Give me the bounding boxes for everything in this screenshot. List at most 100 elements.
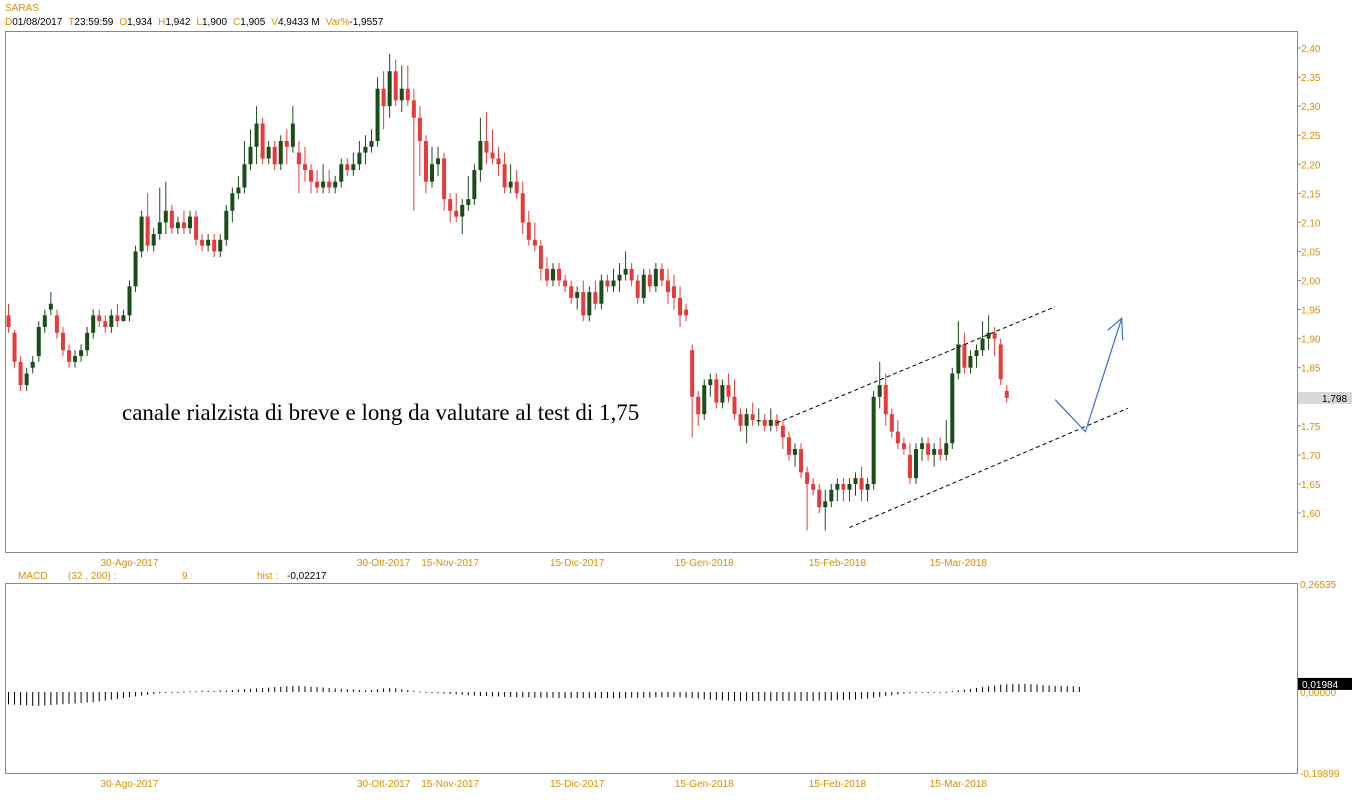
macd-y-tick-label: -0,19899 — [1300, 769, 1340, 780]
candle-body — [339, 164, 344, 182]
candle — [405, 65, 410, 107]
candle-body — [907, 454, 912, 479]
y-tick-label: 1,85 — [1301, 364, 1321, 375]
candle-body — [920, 443, 925, 450]
candle-body — [496, 158, 501, 165]
readout-key: O — [119, 17, 128, 28]
candle-body — [829, 489, 834, 502]
candle-body — [79, 350, 84, 357]
candle — [672, 274, 676, 310]
y-tick-label: 1,60 — [1301, 509, 1321, 520]
candle-body — [302, 164, 307, 171]
candle — [653, 263, 658, 293]
candle — [163, 181, 168, 234]
candle — [266, 141, 271, 165]
candle-body — [54, 315, 59, 333]
candle-body — [956, 344, 961, 374]
candle-body — [647, 274, 652, 287]
readout-key: L — [196, 17, 202, 28]
candle — [345, 158, 350, 176]
candle — [805, 466, 810, 531]
candle-body — [520, 193, 525, 223]
candle-body — [478, 141, 483, 171]
x-tick-label: 15-Nov-2017 — [421, 558, 479, 569]
readout-key: H — [158, 17, 166, 28]
readout-key: C — [233, 17, 241, 28]
candle — [302, 146, 307, 182]
candle — [399, 65, 404, 112]
candle-body — [175, 222, 180, 229]
x-tick-label: 30-Ago-2017 — [101, 558, 159, 569]
candle — [157, 187, 162, 240]
candle-body — [508, 181, 513, 188]
candle-body — [333, 181, 338, 188]
candle-body — [593, 292, 598, 304]
candle — [738, 408, 743, 432]
candle — [799, 443, 804, 479]
candle — [357, 141, 362, 171]
y-tick-label: 2,25 — [1301, 131, 1321, 142]
candle-body — [720, 385, 725, 403]
candle — [97, 309, 102, 327]
candle — [593, 280, 598, 310]
candle — [18, 356, 23, 391]
candle-body — [411, 100, 416, 118]
candle-body — [786, 437, 791, 455]
candle-body — [617, 274, 622, 281]
candle — [315, 170, 320, 194]
candle-body — [12, 332, 17, 362]
candle-body — [266, 146, 271, 159]
candle — [563, 274, 568, 293]
candle-body — [605, 280, 610, 287]
candle-body — [538, 245, 543, 269]
candle-body — [587, 292, 592, 316]
candle — [466, 175, 471, 211]
candle-body — [569, 286, 574, 298]
candle-body — [206, 239, 211, 246]
candle-body — [254, 123, 259, 147]
candle — [36, 321, 41, 362]
candle — [532, 222, 537, 252]
symbol-title: SARAS — [5, 3, 39, 14]
candle — [865, 478, 870, 502]
x-tick-label: 15-Dic-2017 — [550, 558, 605, 569]
candle — [339, 158, 344, 188]
candle — [327, 170, 332, 194]
channel-line — [776, 306, 1056, 424]
candle — [823, 489, 828, 531]
y-tick-label: 1,65 — [1301, 480, 1321, 491]
candle-body — [750, 414, 755, 420]
macd-signal: 9 : — [182, 571, 193, 582]
price-panel-frame — [5, 31, 1298, 553]
candle — [835, 478, 840, 502]
candle-body — [381, 88, 386, 107]
candle — [73, 350, 78, 368]
candle — [60, 327, 65, 357]
candle-body — [345, 164, 350, 171]
candle-body — [315, 181, 320, 188]
candle — [417, 106, 422, 176]
candle-body — [73, 356, 78, 362]
candle-body — [526, 222, 531, 240]
y-tick-label: 2,20 — [1301, 160, 1321, 171]
candle — [659, 263, 664, 287]
candle — [907, 443, 912, 484]
candle — [194, 210, 199, 246]
candle — [145, 193, 150, 252]
y-tick-label: 2,10 — [1301, 218, 1321, 229]
candle-body — [423, 141, 428, 182]
candle — [260, 117, 265, 165]
candle-body — [823, 501, 828, 508]
candle — [121, 309, 126, 322]
candle — [393, 59, 398, 107]
candle-body — [895, 431, 900, 444]
candle-body — [387, 71, 392, 107]
candle-body — [194, 216, 199, 240]
candle — [188, 210, 192, 234]
candle — [230, 187, 235, 223]
candle — [605, 274, 610, 293]
y-tick-label: 1,75 — [1301, 422, 1321, 433]
macd-panel-frame — [5, 583, 1298, 774]
x-tick-label: 15-Gen-2018 — [675, 779, 734, 790]
candle — [623, 251, 628, 281]
